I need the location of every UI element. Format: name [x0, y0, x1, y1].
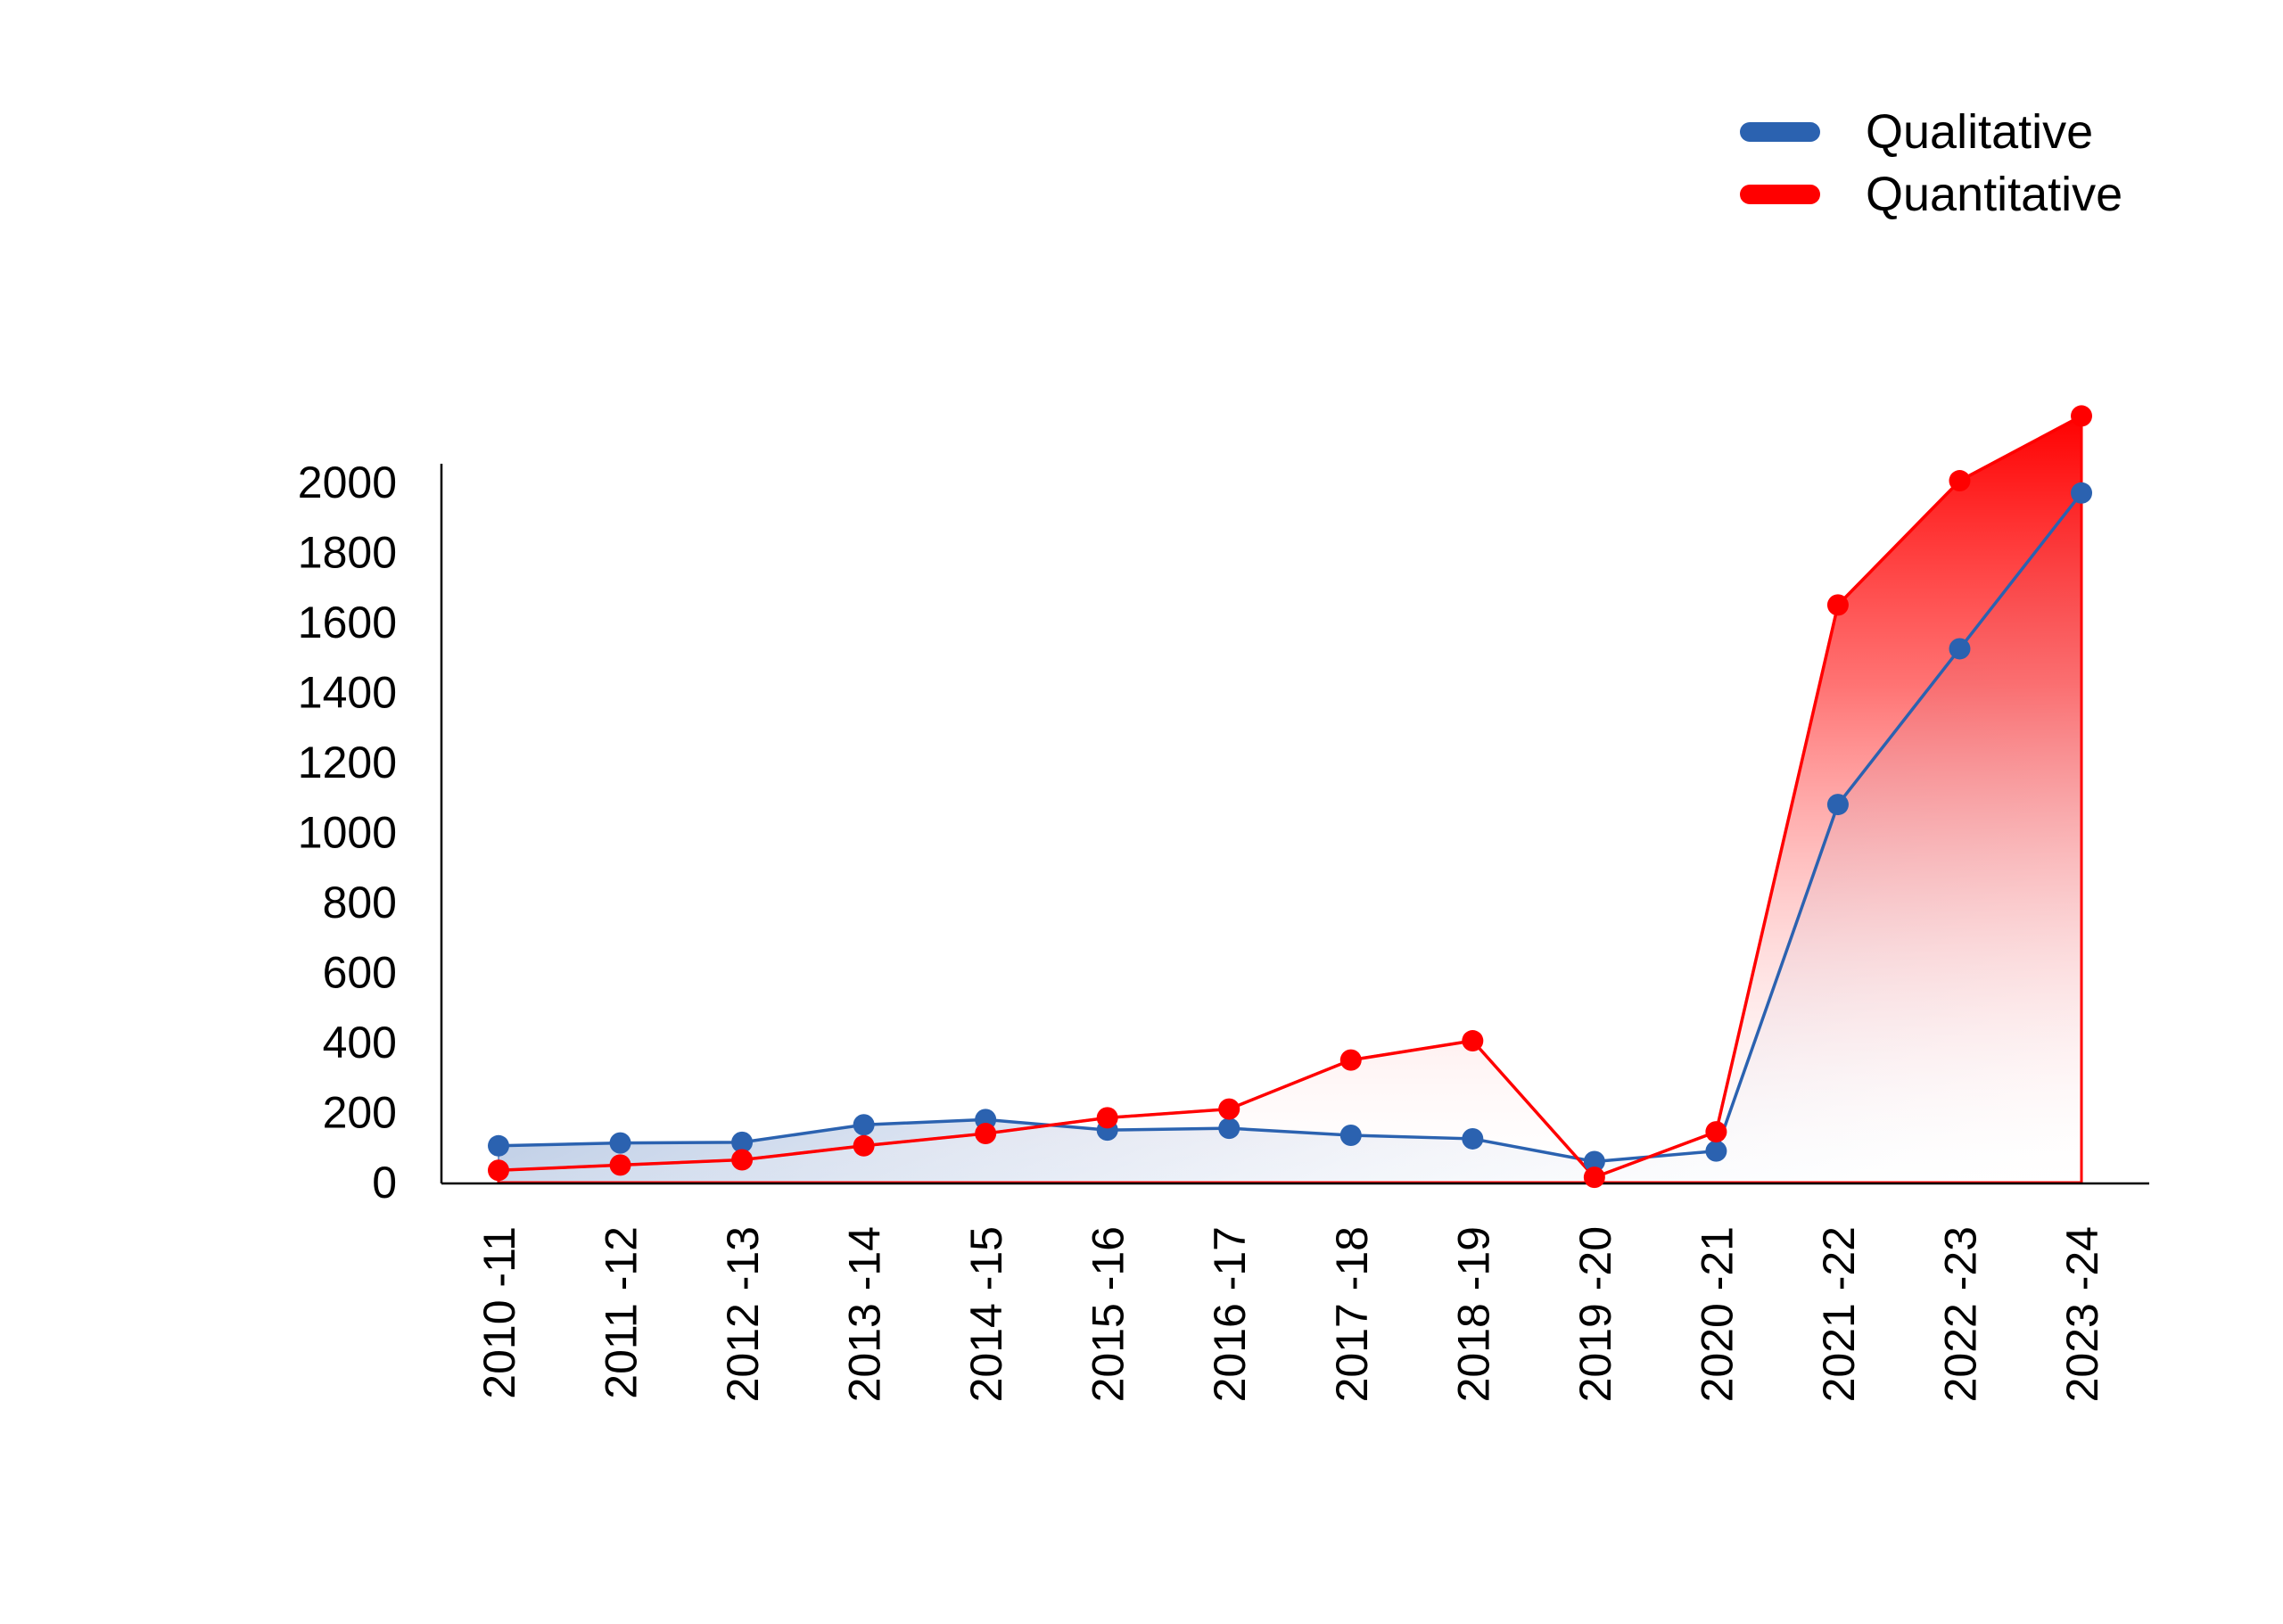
- x-tick-label: 2010 -11: [474, 1226, 524, 1399]
- y-tick-label: 0: [372, 1158, 397, 1208]
- y-axis-ticks: 0 200 400 600 800 1000 1200 1400 1600 1800 2000: [298, 458, 397, 1208]
- line-quantitative: [498, 414, 2082, 1179]
- point-quantitative-0: [488, 1159, 509, 1182]
- x-tick-label: 2023 -24: [2057, 1226, 2107, 1402]
- y-tick-label: 2000: [298, 458, 397, 507]
- point-qualitative-0: [488, 1134, 509, 1157]
- point-quantitative-9: [1583, 1166, 1605, 1189]
- point-quantitative-1: [609, 1154, 631, 1176]
- x-tick-label: 2014 -15: [961, 1226, 1011, 1402]
- y-tick-label: 1200: [298, 738, 397, 787]
- y-tick-label: 800: [323, 878, 397, 927]
- x-tick-label: 2012 -13: [718, 1226, 768, 1402]
- x-tick-label: 2015 -16: [1084, 1226, 1133, 1402]
- point-quantitative-8: [1462, 1030, 1484, 1052]
- point-qualitative-10: [1705, 1140, 1727, 1162]
- y-tick-label: 1600: [298, 598, 397, 647]
- point-quantitative-2: [731, 1149, 754, 1171]
- point-qualitative-11: [1826, 794, 1849, 816]
- x-tick-label: 2020 -21: [1692, 1226, 1742, 1402]
- x-tick-label: 2018 -19: [1448, 1226, 1498, 1402]
- axes-layer: [440, 464, 2149, 1185]
- line-qualitative: [498, 491, 2083, 1164]
- point-quantitative-6: [1218, 1098, 1240, 1120]
- y-tick-label: 600: [323, 948, 397, 998]
- point-quantitative-7: [1339, 1049, 1362, 1071]
- point-qualitative-6: [1218, 1117, 1240, 1140]
- point-quantitative-4: [975, 1123, 997, 1145]
- point-quantitative-12: [1949, 470, 1971, 492]
- point-qualitative-13: [2071, 482, 2093, 504]
- legend: Qualitative Quantitative: [1740, 105, 2122, 221]
- point-qualitative-9: [1583, 1150, 1605, 1173]
- point-quantitative-3: [853, 1134, 875, 1157]
- x-tick-label: 2013 -14: [840, 1226, 890, 1402]
- point-qualitative-7: [1339, 1125, 1362, 1147]
- point-qualitative-12: [1949, 638, 1971, 660]
- point-qualitative-1: [609, 1132, 631, 1154]
- point-quantitative-5: [1096, 1107, 1118, 1129]
- y-tick-label: 1000: [298, 808, 397, 858]
- points-layer: [488, 405, 2093, 1189]
- point-qualitative-8: [1462, 1127, 1484, 1150]
- point-quantitative-11: [1826, 594, 1849, 616]
- y-tick-label: 200: [323, 1088, 397, 1138]
- x-tick-label: 2017 -18: [1327, 1226, 1377, 1402]
- legend-label-qualitative: Qualitative: [1866, 105, 2093, 159]
- x-tick-label: 2021 -22: [1814, 1226, 1864, 1402]
- point-quantitative-13: [2071, 405, 2093, 427]
- y-tick-label: 1800: [298, 528, 397, 578]
- x-axis-ticks: 2010 -11 2011 -12 2012 -13 2013 -14 2014 -15…: [474, 1226, 2107, 1402]
- legend-label-quantitative: Quantitative: [1866, 168, 2122, 221]
- point-quantitative-10: [1705, 1121, 1727, 1143]
- x-tick-label: 2016 -17: [1205, 1226, 1255, 1402]
- x-tick-label: 2011 -12: [597, 1226, 647, 1399]
- x-tick-label: 2019 -20: [1570, 1226, 1620, 1402]
- point-qualitative-3: [853, 1114, 875, 1136]
- point-qualitative-2: [731, 1131, 754, 1153]
- x-tick-label: 2022 -23: [1935, 1226, 1985, 1402]
- y-tick-label: 1400: [298, 668, 397, 718]
- y-tick-label: 400: [323, 1018, 397, 1068]
- lines-layer: [498, 414, 2083, 1179]
